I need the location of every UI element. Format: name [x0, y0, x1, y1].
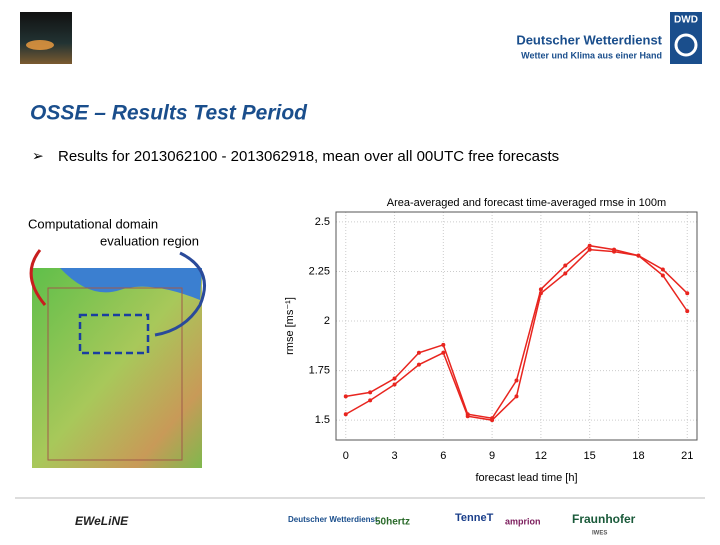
plot-frame — [335, 211, 698, 441]
arrow-blue — [154, 251, 206, 337]
data-point — [416, 362, 421, 367]
org-name: Deutscher Wetterdienst — [516, 32, 662, 47]
bullet-text: Results for 2013062100 - 2013062918, mea… — [58, 148, 559, 165]
footer-logo: Deutscher Wetterdienst — [288, 515, 378, 524]
x-tick-label: 12 — [535, 450, 547, 462]
map-label: Computational domain — [28, 216, 158, 231]
x-tick-label: 18 — [632, 450, 644, 462]
footer-logo: amprion — [505, 516, 541, 526]
data-point — [660, 267, 665, 272]
footer-logo: TenneT — [455, 512, 494, 524]
data-point — [563, 263, 568, 268]
y-axis-label: rmse [ms⁻¹] — [284, 297, 296, 355]
data-point — [612, 249, 617, 254]
data-point — [416, 350, 421, 355]
data-point — [465, 414, 470, 419]
data-point — [368, 390, 373, 395]
data-point — [343, 412, 348, 417]
footer-logo: IWES — [592, 531, 607, 537]
data-point — [538, 291, 543, 296]
data-point — [514, 394, 519, 399]
x-tick-label: 6 — [440, 450, 446, 462]
x-tick-label: 21 — [681, 450, 693, 462]
arrow-red — [29, 249, 47, 306]
data-point — [441, 350, 446, 355]
data-point — [685, 291, 690, 296]
x-tick-label: 9 — [489, 450, 495, 462]
map — [32, 268, 202, 468]
y-tick-label: 2 — [324, 315, 330, 327]
evaluation-region-box — [78, 313, 150, 355]
chart-title: Area-averaged and forecast time-averaged… — [387, 197, 666, 209]
y-tick-label: 2.5 — [315, 216, 330, 228]
header-image — [20, 12, 72, 64]
dwd-logo-text: DWD — [674, 15, 698, 26]
data-point — [538, 287, 543, 292]
map-label: evaluation region — [100, 233, 199, 248]
x-axis-label: forecast lead time [h] — [475, 472, 577, 484]
data-point — [636, 253, 641, 258]
chart: Area-averaged and forecast time-averaged… — [284, 197, 698, 484]
data-point — [587, 243, 592, 248]
data-point — [368, 398, 373, 403]
footer-logo: Fraunhofer — [572, 512, 636, 526]
bullet-marker: ➢ — [32, 148, 44, 164]
data-point — [587, 247, 592, 252]
data-point — [660, 273, 665, 278]
data-point — [392, 376, 397, 381]
data-point — [514, 378, 519, 383]
computational-domain-box — [47, 287, 183, 461]
y-tick-label: 1.75 — [309, 365, 330, 377]
header-image-glow — [26, 40, 54, 50]
dwd-logo-swirl — [674, 33, 698, 57]
data-point — [563, 271, 568, 276]
slide-title: OSSE – Results Test Period — [30, 102, 308, 125]
x-tick-label: 3 — [391, 450, 397, 462]
x-tick-label: 15 — [584, 450, 596, 462]
data-point — [685, 309, 690, 314]
map-sea — [60, 268, 202, 300]
org-slogan: Wetter und Klima aus einer Hand — [521, 50, 662, 60]
data-point — [392, 382, 397, 387]
footer-logo: 50hertz — [375, 517, 410, 528]
y-tick-label: 2.25 — [309, 265, 330, 277]
y-tick-label: 1.5 — [315, 414, 330, 426]
x-tick-label: 0 — [343, 450, 349, 462]
data-point — [441, 342, 446, 347]
footer-logo: EWeLiNE — [75, 514, 129, 528]
data-point — [490, 418, 495, 423]
data-point — [343, 394, 348, 399]
